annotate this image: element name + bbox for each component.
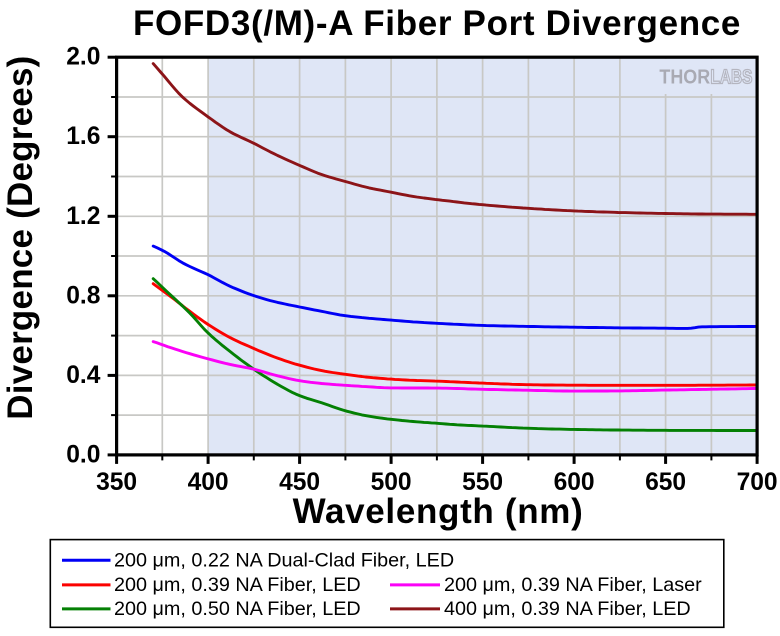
- svg-text:200 μm, 0.39 NA Fiber, LED: 200 μm, 0.39 NA Fiber, LED: [114, 574, 361, 596]
- svg-text:700: 700: [737, 469, 778, 496]
- svg-text:0.8: 0.8: [66, 282, 100, 309]
- svg-text:1.2: 1.2: [66, 203, 100, 230]
- svg-text:350: 350: [96, 469, 137, 496]
- svg-text:LABS: LABS: [710, 66, 752, 88]
- svg-text:Wavelength (nm): Wavelength (nm): [293, 492, 584, 531]
- svg-text:0.0: 0.0: [66, 441, 100, 468]
- svg-text:Divergence (Degrees): Divergence (Degrees): [1, 55, 40, 419]
- svg-text:2.0: 2.0: [66, 44, 100, 71]
- svg-text:200 μm, 0.50 NA Fiber, LED: 200 μm, 0.50 NA Fiber, LED: [114, 598, 361, 620]
- svg-text:FOFD3(/M)-A Fiber Port Diverge: FOFD3(/M)-A Fiber Port Divergence: [133, 4, 741, 43]
- svg-text:400: 400: [188, 469, 229, 496]
- svg-text:500: 500: [371, 469, 412, 496]
- svg-text:200 μm, 0.39 NA Fiber, Laser: 200 μm, 0.39 NA Fiber, Laser: [444, 574, 702, 596]
- svg-text:450: 450: [279, 469, 320, 496]
- svg-text:1.6: 1.6: [66, 123, 100, 150]
- svg-text:400 μm, 0.39 NA Fiber, LED: 400 μm, 0.39 NA Fiber, LED: [444, 598, 691, 620]
- svg-text:THOR: THOR: [659, 67, 710, 89]
- svg-text:550: 550: [462, 469, 503, 496]
- svg-text:650: 650: [645, 469, 686, 496]
- svg-text:0.4: 0.4: [66, 362, 101, 389]
- svg-text:600: 600: [554, 469, 595, 496]
- svg-text:200 μm, 0.22 NA Dual-Clad Fibe: 200 μm, 0.22 NA Dual-Clad Fiber, LED: [114, 549, 454, 571]
